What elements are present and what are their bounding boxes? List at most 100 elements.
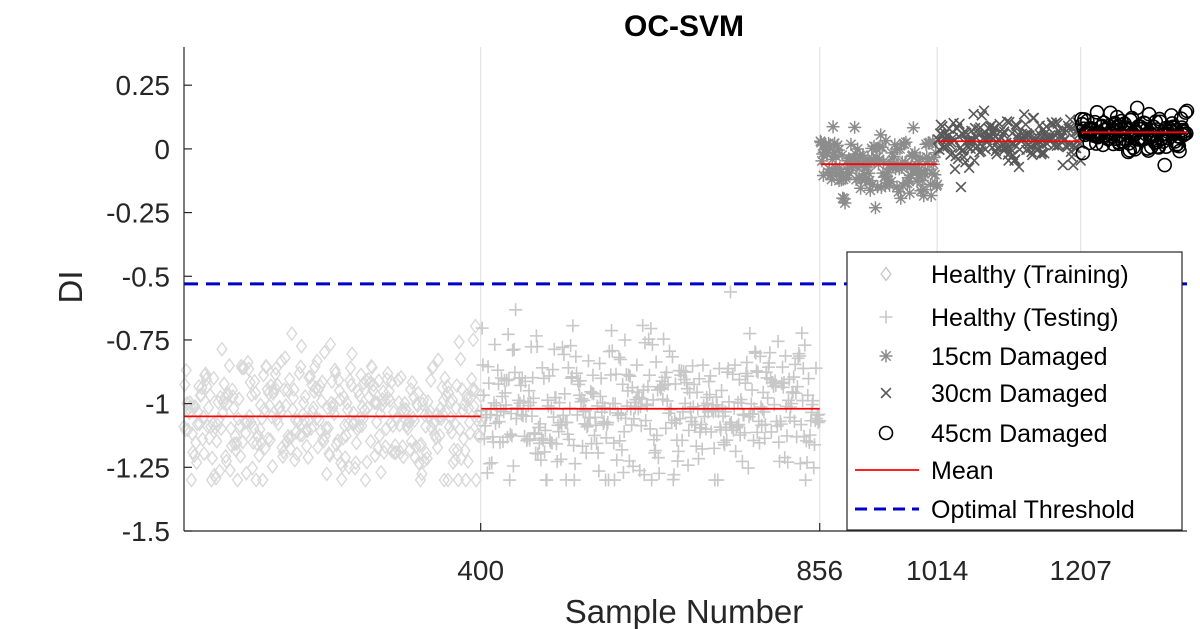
diamond-marker: [338, 389, 350, 405]
diamond-marker: [190, 454, 203, 471]
diamond-marker: [178, 377, 191, 393]
asterisk-marker: [822, 162, 836, 176]
asterisk-marker: [854, 181, 868, 195]
plus-marker: [488, 337, 502, 351]
plus-marker: [506, 343, 520, 357]
diamond-marker: [461, 391, 474, 407]
legend-box: [846, 251, 1183, 531]
diamond-marker: [341, 395, 353, 411]
x-marker: [1028, 112, 1040, 124]
diamond-marker: [332, 433, 344, 449]
diamond-marker: [205, 472, 218, 488]
plus-marker: [618, 333, 632, 347]
asterisk-marker: [815, 154, 829, 168]
asterisk-marker: [875, 140, 889, 154]
plus-marker: [702, 375, 716, 389]
diamond-marker: [467, 332, 479, 348]
asterisk-marker: [851, 142, 865, 156]
y-tick-label: -1: [145, 389, 170, 420]
diamond-marker: [468, 398, 480, 415]
plus-marker: [643, 422, 657, 436]
diamond-marker: [344, 372, 356, 389]
plus-marker: [780, 429, 794, 443]
diamond-marker: [464, 425, 477, 441]
plus-marker: [696, 358, 710, 372]
plus-marker: [526, 371, 540, 385]
plus-marker: [681, 458, 695, 472]
diamond-marker: [295, 338, 308, 354]
x-marker: [880, 387, 892, 399]
diamond-marker: [352, 383, 364, 399]
diamond-marker: [339, 449, 352, 466]
plus-marker: [521, 399, 535, 413]
diamond-marker: [466, 381, 479, 398]
plus-marker: [537, 371, 551, 385]
asterisk-marker: [930, 178, 944, 192]
diamond-marker: [434, 427, 446, 444]
diamond-marker: [206, 450, 219, 466]
x-marker: [1001, 116, 1013, 127]
plus-marker: [879, 310, 893, 324]
asterisk-marker: [871, 180, 885, 194]
series-circle: [1074, 100, 1195, 173]
diamond-marker: [376, 391, 389, 408]
x-marker: [964, 134, 976, 146]
plus-marker: [613, 352, 627, 366]
plus-marker: [558, 387, 572, 401]
plus-marker: [518, 374, 532, 388]
series-plus: [474, 285, 827, 487]
legend-entry-label: Optimal Threshold: [931, 496, 1135, 524]
plus-marker: [809, 361, 823, 375]
diamond-marker: [189, 398, 201, 415]
diamond-marker: [361, 400, 374, 416]
diamond-marker: [328, 405, 340, 422]
asterisk-marker: [829, 149, 843, 163]
x-marker: [968, 155, 980, 166]
x-marker: [936, 120, 948, 132]
diamond-marker: [216, 341, 228, 357]
diamond-marker: [243, 408, 256, 424]
y-tick-label: -0.75: [106, 325, 170, 356]
plus-marker: [550, 437, 563, 451]
diamond-marker: [231, 472, 244, 488]
plus-marker: [622, 368, 636, 382]
diamond-marker: [439, 370, 451, 386]
diamond-marker: [383, 383, 395, 399]
diamond-marker: [297, 406, 309, 423]
diamond-marker: [315, 393, 328, 409]
circle-marker: [1148, 114, 1164, 129]
plus-marker: [639, 414, 653, 428]
y-axis-label: DI: [52, 271, 89, 304]
diamond-marker: [279, 350, 291, 366]
diamond-marker: [404, 441, 416, 458]
diamond-marker: [283, 371, 296, 387]
x-marker: [980, 143, 991, 155]
plus-marker: [522, 384, 536, 398]
plus-marker: [687, 377, 701, 391]
plus-marker: [667, 468, 681, 482]
plus-marker: [801, 388, 815, 402]
plus-marker: [715, 383, 729, 397]
diamond-marker: [366, 359, 378, 376]
asterisk-marker: [826, 120, 840, 134]
plus-marker: [682, 423, 696, 437]
diamond-marker: [321, 466, 333, 482]
plus-marker: [634, 400, 648, 414]
plus-marker: [757, 405, 771, 419]
plus-marker: [796, 361, 810, 375]
plus-marker: [495, 389, 509, 403]
plus-marker: [663, 344, 677, 358]
asterisk-marker: [879, 134, 893, 148]
plus-marker: [741, 461, 755, 475]
plus-marker: [660, 394, 674, 408]
plus-marker: [501, 327, 515, 341]
plus-marker: [532, 420, 546, 434]
diamond-marker: [210, 433, 223, 449]
plus-marker: [657, 332, 671, 346]
chart-title: OC-SVM: [624, 10, 744, 43]
diamond-marker: [441, 378, 453, 395]
diamond-marker: [468, 382, 481, 398]
plus-marker: [774, 417, 788, 431]
